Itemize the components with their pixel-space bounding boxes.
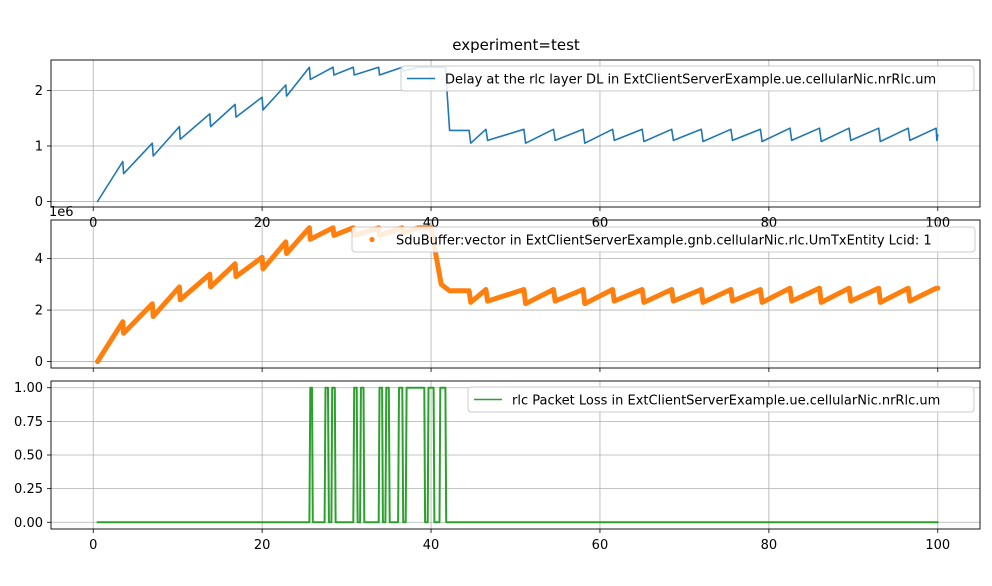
y-tick-label: 0.25 — [14, 482, 43, 497]
legend-label: Delay at the rlc layer DL in ExtClientSe… — [445, 73, 936, 88]
legend: SduBuffer:vector in ExtClientServerExamp… — [351, 226, 976, 253]
figure-title: experiment=test — [452, 36, 580, 54]
series-1-line — [95, 225, 941, 365]
legend: rlc Packet Loss in ExtClientServerExampl… — [467, 386, 975, 413]
legend-box — [400, 65, 975, 92]
axes-frame — [50, 380, 981, 530]
y-tick-label: 0.00 — [14, 516, 43, 531]
y-tick-label: 2 — [35, 304, 43, 319]
x-tick-label: 0 — [89, 538, 97, 553]
series-1-line — [96, 386, 939, 524]
legend-label: SduBuffer:vector in ExtClientServerExamp… — [396, 234, 932, 249]
y-tick-label: 0 — [35, 195, 43, 210]
axes-panel-3: 0 20 40 60 80 100 0.00 0.25 0.50 0.75 1.00 rlc Pack… — [14, 380, 981, 553]
y-tick-label: 4 — [35, 252, 43, 267]
legend-box — [467, 386, 975, 413]
legend: Delay at the rlc layer DL in ExtClientSe… — [400, 65, 975, 92]
y-tick-label: 0.50 — [14, 449, 43, 464]
x-tick-label: 40 — [423, 538, 440, 553]
x-tick-label: 60 — [592, 538, 609, 553]
x-tick-label: 80 — [761, 538, 778, 553]
series-1-line — [96, 66, 939, 203]
y-tick-label: 1.00 — [14, 381, 43, 396]
axes-frame — [50, 59, 981, 208]
axes-frame — [50, 219, 981, 369]
x-tick-label: 20 — [254, 538, 271, 553]
legend-label: rlc Packet Loss in ExtClientServerExampl… — [512, 394, 940, 409]
y-tick-label: 0 — [35, 355, 43, 370]
axes-panel-2: 0 2 4 1e6 SduBuffer:vector in ExtClientServe… — [35, 205, 981, 372]
y-tick-label: 2 — [35, 84, 43, 99]
y-offset-label: 1e6 — [49, 205, 74, 220]
legend-box — [351, 226, 976, 253]
legend-marker — [369, 236, 375, 243]
y-tick-label: 1 — [35, 139, 43, 154]
y-tick-label: 0.75 — [14, 415, 43, 430]
x-tick-label: 100 — [925, 538, 950, 553]
